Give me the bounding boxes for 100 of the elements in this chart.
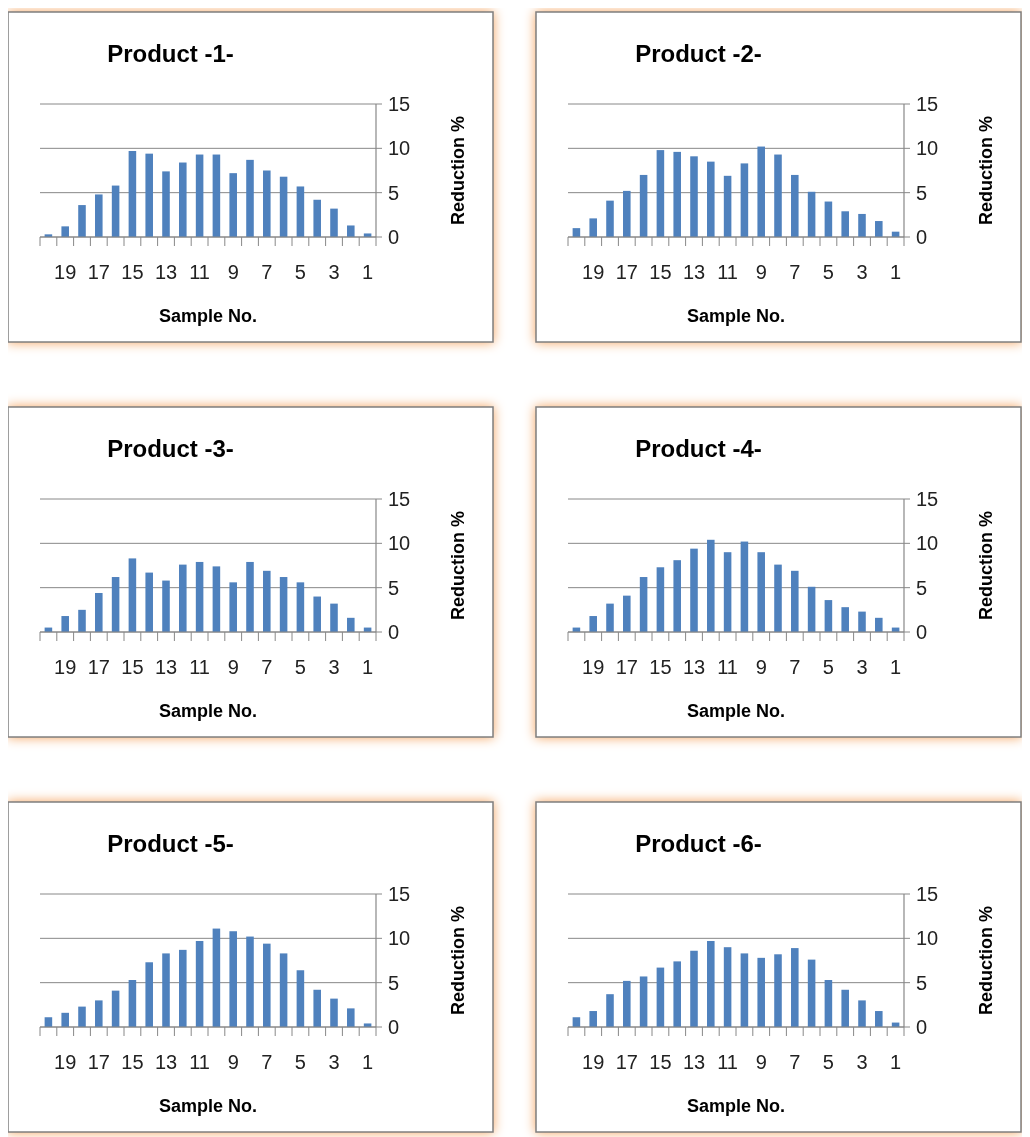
bar: [690, 156, 698, 237]
bar: [774, 564, 782, 632]
bar: [347, 1008, 355, 1027]
bar: [128, 558, 137, 632]
bar: [791, 948, 799, 1027]
bar: [791, 174, 799, 237]
x-tick-label: 1: [362, 261, 374, 283]
bar: [723, 175, 732, 237]
y-tick-label: 0: [916, 1016, 928, 1038]
bar: [807, 586, 816, 632]
bar: [195, 561, 204, 632]
x-tick-label: 11: [717, 656, 738, 678]
x-axis-title: Sample No.: [158, 701, 258, 721]
x-tick-label: 1: [890, 1051, 902, 1073]
bar: [791, 570, 799, 632]
x-tick-label: 9: [227, 1051, 239, 1073]
y-tick-label: 15: [388, 93, 411, 115]
bar: [296, 970, 305, 1027]
bar: [111, 185, 120, 237]
x-tick-label: 17: [87, 261, 110, 283]
bar: [757, 957, 765, 1027]
y-tick-label: 15: [916, 883, 939, 905]
x-tick-label: 13: [682, 656, 706, 678]
y-tick-label: 15: [916, 93, 939, 115]
bar: [639, 174, 648, 237]
bar: [179, 949, 187, 1027]
x-tick-label: 5: [822, 261, 834, 283]
x-tick-label: 1: [362, 1051, 374, 1073]
bar: [162, 953, 170, 1027]
x-tick-label: 1: [890, 656, 902, 678]
bar: [673, 961, 681, 1027]
x-tick-label: 15: [649, 656, 672, 678]
bar: [673, 560, 681, 632]
bar: [279, 176, 288, 237]
y-tick-label: 5: [388, 576, 400, 599]
bar: [78, 205, 86, 237]
y-tick-label: 0: [916, 226, 928, 248]
bar: [623, 980, 631, 1027]
y-tick-label: 10: [916, 532, 939, 555]
bar: [707, 539, 715, 632]
x-tick-label: 17: [87, 1051, 110, 1073]
bar: [875, 617, 883, 632]
x-tick-label: 19: [54, 1051, 77, 1073]
x-tick-label: 11: [189, 656, 210, 678]
bar: [246, 159, 254, 237]
x-axis-title: Sample No.: [686, 701, 786, 721]
bar: [875, 221, 883, 237]
bar: [623, 595, 631, 632]
bar: [246, 561, 254, 632]
bar: [229, 931, 237, 1027]
bar: [589, 1011, 597, 1027]
bar: [606, 994, 614, 1027]
bar: [723, 552, 732, 632]
bar: [195, 940, 204, 1027]
chart-title: Product -5-: [107, 830, 234, 857]
bar: [145, 962, 153, 1027]
bar: [61, 1012, 69, 1027]
bar: [740, 953, 749, 1027]
y-tick-label: 0: [388, 226, 400, 248]
bar: [690, 950, 698, 1027]
x-axis-title: Sample No.: [686, 306, 786, 326]
bar: [606, 200, 614, 237]
bar: [313, 199, 321, 237]
y-tick-label: 10: [916, 137, 939, 160]
y-tick-label: 5: [916, 971, 928, 994]
y-tick-label: 0: [916, 621, 928, 643]
bar: [128, 980, 137, 1027]
bar: [707, 940, 715, 1027]
y-tick-label: 5: [916, 181, 928, 204]
x-tick-label: 3: [856, 1051, 868, 1073]
x-tick-label: 9: [755, 261, 767, 283]
bar: [212, 154, 221, 237]
bar: [246, 936, 254, 1027]
y-axis-title: Reduction %: [976, 510, 996, 621]
bar: [740, 541, 749, 632]
bar: [61, 226, 69, 237]
y-tick-label: 15: [916, 488, 939, 510]
chart-title: Product -6-: [635, 830, 762, 857]
x-tick-label: 15: [649, 1051, 672, 1073]
bar: [179, 162, 187, 237]
bar: [128, 150, 137, 237]
x-tick-label: 17: [615, 656, 638, 678]
bar: [95, 592, 103, 632]
bar: [774, 154, 782, 237]
bar: [145, 153, 153, 237]
y-tick-label: 5: [388, 181, 400, 204]
y-axis-title: Reduction %: [976, 115, 996, 226]
bar: [95, 1000, 103, 1027]
x-tick-label: 11: [717, 1051, 738, 1073]
x-tick-label: 3: [328, 656, 340, 678]
bar: [195, 154, 204, 237]
bar: [111, 577, 120, 632]
bar: [807, 959, 816, 1027]
bar: [263, 570, 271, 632]
x-tick-label: 7: [789, 656, 801, 678]
x-tick-label: 13: [154, 1051, 178, 1073]
bar: [313, 596, 321, 632]
chart-title: Product -3-: [107, 435, 234, 462]
bar: [841, 211, 849, 237]
bar: [212, 566, 221, 632]
